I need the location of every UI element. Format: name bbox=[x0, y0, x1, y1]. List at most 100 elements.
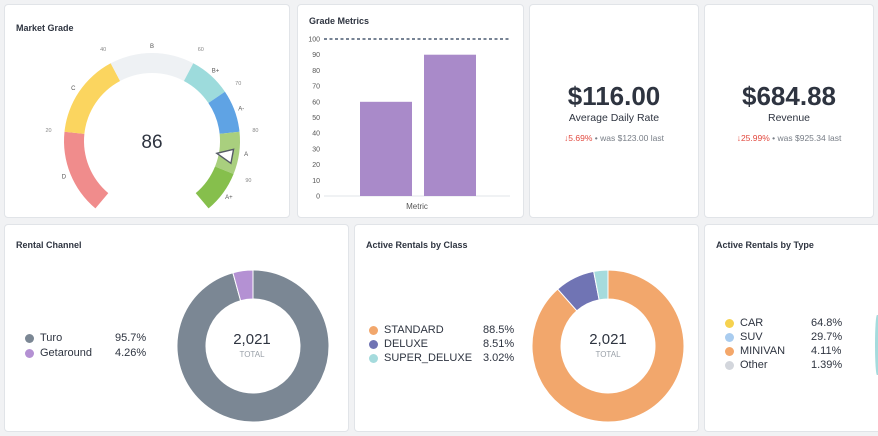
y-tick-label: 20 bbox=[312, 162, 320, 169]
average-daily-rate-change-pct: 5.69% bbox=[568, 133, 593, 143]
x-axis-label: Metric bbox=[406, 202, 428, 211]
gauge-tick-label: 90 bbox=[245, 178, 251, 184]
active-by-class-total-label: TOTAL bbox=[595, 350, 621, 359]
donut-slice bbox=[531, 269, 685, 423]
change-separator: • bbox=[772, 133, 776, 143]
revenue-was: was $925.34 last bbox=[777, 133, 842, 143]
legend-label: Turo bbox=[40, 332, 63, 344]
rental-channel-donut bbox=[176, 269, 330, 423]
active-by-class-total: 2,021 bbox=[589, 331, 627, 348]
y-tick-label: 40 bbox=[312, 131, 320, 138]
legend-dot bbox=[725, 319, 734, 328]
revenue-card: $684.88 Revenue ↓25.99% • was $925.34 la… bbox=[704, 4, 874, 218]
average-daily-rate-value: $116.00 bbox=[567, 81, 661, 111]
legend-dot bbox=[725, 347, 734, 356]
gauge-value: 86 bbox=[141, 132, 162, 153]
market-grade-title: Market Grade bbox=[16, 23, 74, 33]
gauge-pointer-icon bbox=[215, 148, 235, 165]
active-by-class-legend: STANDARD 88.5% DELUXE 8.51% SUPER_DELUXE… bbox=[369, 324, 529, 370]
gauge-grade-label: A- bbox=[238, 107, 244, 113]
gauge-grade-label: B bbox=[150, 44, 154, 50]
y-tick-label: 100 bbox=[308, 37, 320, 44]
active-by-class-donut bbox=[531, 269, 685, 423]
gauge-tick-label: 60 bbox=[198, 47, 204, 53]
revenue-value: $684.88 bbox=[742, 81, 836, 111]
legend-item-turo: Turo 95.7% bbox=[25, 332, 165, 346]
gauge-tick-label: 20 bbox=[46, 128, 52, 134]
gauge-grade-label: C bbox=[71, 86, 76, 92]
legend-dot bbox=[369, 326, 378, 335]
legend-pct: 64.8% bbox=[811, 317, 843, 329]
legend-item-deluxe: DELUXE 8.51% bbox=[369, 338, 529, 352]
rental-channel-legend: Turo 95.7% Getaround 4.26% bbox=[25, 332, 165, 364]
gauge-grade-label: A+ bbox=[225, 195, 233, 201]
donut-slice bbox=[232, 269, 254, 302]
gauge-tick-label: 80 bbox=[252, 128, 258, 134]
donut-slice bbox=[176, 269, 330, 423]
legend-dot bbox=[369, 340, 378, 349]
y-tick-label: 90 bbox=[312, 52, 320, 59]
legend-label: DELUXE bbox=[384, 338, 429, 350]
gauge-grade-label: A bbox=[244, 152, 248, 158]
legend-dot bbox=[25, 334, 34, 343]
y-tick-label: 70 bbox=[312, 84, 320, 91]
gauge-segment bbox=[110, 53, 194, 81]
legend-item-car: CAR 64.8% bbox=[725, 317, 875, 331]
revenue-change-pct: 25.99% bbox=[740, 133, 770, 143]
legend-dot bbox=[369, 354, 378, 363]
gauge-segment bbox=[64, 63, 121, 134]
grade-metrics-title: Grade Metrics bbox=[309, 16, 370, 26]
rental-channel-card: Rental Channel Turo 95.7% Getaround 4.26… bbox=[4, 224, 349, 432]
bar bbox=[360, 101, 412, 196]
legend-label: Getaround bbox=[40, 347, 92, 359]
legend-pct: 4.26% bbox=[115, 347, 147, 359]
legend-dot bbox=[25, 349, 34, 358]
active-by-type-title: Active Rentals by Type bbox=[716, 240, 814, 250]
active-by-class-card: Active Rentals by Class STANDARD 88.5% D… bbox=[354, 224, 699, 432]
legend-pct: 88.5% bbox=[483, 324, 515, 336]
legend-label: SUV bbox=[740, 331, 763, 343]
y-tick-label: 80 bbox=[312, 68, 320, 75]
legend-label: STANDARD bbox=[384, 324, 444, 336]
legend-label: Other bbox=[740, 359, 768, 371]
y-tick-label: 50 bbox=[312, 115, 320, 122]
average-daily-rate-card: $116.00 Average Daily Rate ↓5.69% • was … bbox=[529, 4, 699, 218]
legend-item-minivan: MINIVAN 4.11% bbox=[725, 345, 875, 359]
legend-item-suv: SUV 29.7% bbox=[725, 331, 875, 345]
y-tick-label: 0 bbox=[316, 194, 320, 201]
active-by-type-legend: CAR 64.8% SUV 29.7% MINIVAN 4.11% Other … bbox=[725, 317, 875, 377]
gauge-segment bbox=[183, 63, 225, 103]
y-tick-label: 30 bbox=[312, 146, 320, 153]
active-by-type-card: Active Rentals by Type CAR 64.8% SUV 29.… bbox=[704, 224, 878, 432]
gauge-segment bbox=[195, 166, 234, 209]
legend-label: CAR bbox=[740, 317, 764, 329]
legend-pct: 29.7% bbox=[811, 331, 843, 343]
revenue-label: Revenue bbox=[767, 112, 811, 124]
legend-pct: 8.51% bbox=[483, 338, 515, 350]
legend-item-other: Other 1.39% bbox=[725, 359, 875, 373]
rental-channel-title: Rental Channel bbox=[16, 240, 82, 250]
active-by-class-title: Active Rentals by Class bbox=[366, 240, 468, 250]
donut-slice bbox=[593, 269, 609, 301]
legend-pct: 1.39% bbox=[811, 359, 843, 371]
legend-pct: 95.7% bbox=[115, 332, 147, 344]
y-tick-label: 60 bbox=[312, 99, 320, 106]
grade-metrics-card: Grade Metrics 100 90 80 70 60 50 40 30 20 10 0 Metr… bbox=[297, 4, 524, 218]
legend-pct: 3.02% bbox=[483, 352, 515, 364]
gauge-segment bbox=[208, 91, 240, 134]
average-daily-rate-was: was $123.00 last bbox=[600, 133, 664, 143]
rental-channel-total: 2,021 bbox=[233, 331, 271, 348]
average-daily-rate-label: Average Daily Rate bbox=[568, 112, 660, 124]
change-separator: • bbox=[594, 133, 598, 143]
legend-pct: 4.11% bbox=[811, 345, 842, 357]
legend-item-super-deluxe: SUPER_DELUXE 3.02% bbox=[369, 352, 529, 366]
gauge-tick-label: 70 bbox=[235, 81, 241, 87]
legend-label: SUPER_DELUXE bbox=[384, 352, 473, 364]
gauge-grade-label: D bbox=[62, 175, 67, 181]
revenue-change: ↓25.99% • was $925.34 last bbox=[705, 133, 873, 143]
legend-label: MINIVAN bbox=[740, 345, 786, 357]
gauge-grade-label: B+ bbox=[212, 68, 220, 74]
y-tick-label: 10 bbox=[312, 178, 320, 185]
